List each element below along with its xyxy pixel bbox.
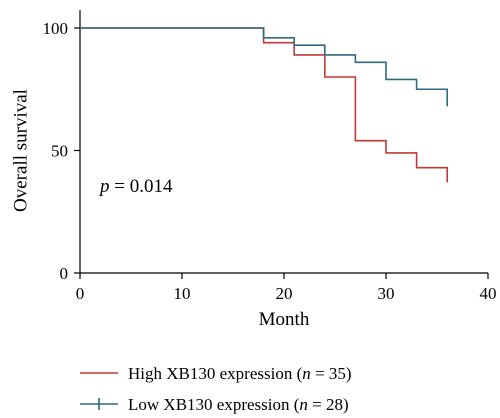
x-tick-label: 20 <box>276 284 293 303</box>
y-tick-label: 0 <box>60 264 69 283</box>
y-axis-title: Overall survival <box>10 89 31 212</box>
x-tick-label: 10 <box>174 284 191 303</box>
legend-label: High XB130 expression (n = 35) <box>128 364 351 383</box>
survival-curve-high <box>80 27 448 183</box>
legend-item-low: Low XB130 expression (n = 28) <box>80 395 349 414</box>
x-tick-label: 30 <box>378 284 395 303</box>
legend-item-high: High XB130 expression (n = 35) <box>80 364 351 383</box>
x-tick-label: 0 <box>76 284 85 303</box>
y-tick-label: 100 <box>43 19 69 38</box>
x-tick-label: 40 <box>480 284 497 303</box>
x-axis-title: Month <box>259 309 310 330</box>
p-value-symbol: p <box>98 176 110 197</box>
x-ticks: 0 10 20 30 40 <box>76 273 497 303</box>
p-value-annotation: p = 0.014 <box>98 176 173 197</box>
p-value-text: = 0.014 <box>110 176 173 197</box>
legend-label: Low XB130 expression (n = 28) <box>128 395 349 414</box>
legend: High XB130 expression (n = 35) Low XB130 … <box>80 364 351 414</box>
y-tick-label: 50 <box>51 142 68 161</box>
plot-area: 0 10 20 30 40 0 50 100 <box>43 10 497 303</box>
series-group <box>80 27 448 183</box>
survival-curve-low <box>80 27 448 107</box>
y-ticks: 0 50 100 <box>43 19 80 283</box>
